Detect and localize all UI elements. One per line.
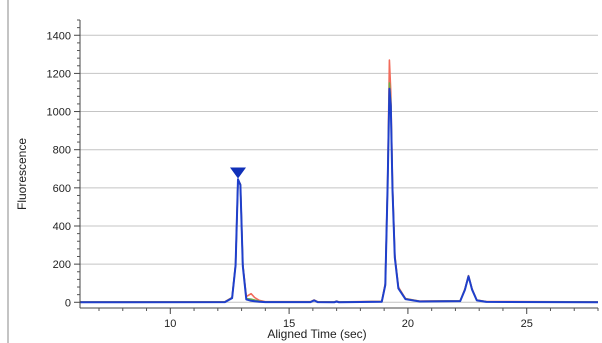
y-tick-label-7: 1400: [47, 30, 71, 42]
y-tick-label-4: 800: [53, 145, 71, 157]
y-tick-label-6: 1200: [47, 68, 71, 80]
y-axis-title: Fluorescence: [15, 138, 29, 210]
y-tick-label-2: 400: [53, 221, 71, 233]
x-tick-label-2: 20: [402, 318, 414, 330]
x-axis-title: Aligned Time (sec): [267, 327, 366, 341]
x-tick-label-1: 15: [283, 318, 295, 330]
y-tick-label-3: 600: [53, 183, 71, 195]
axes: [79, 20, 598, 309]
series-line-2: [79, 87, 599, 304]
peak-marker-triangle-0[interactable]: [230, 167, 247, 179]
series-layer: [79, 59, 599, 304]
x-axis-ticks: 10 15 20 25: [98, 308, 599, 330]
y-tick-label-5: 1000: [47, 107, 71, 119]
x-tick-label-3: 25: [521, 318, 533, 330]
x-tick-label-0: 10: [164, 318, 176, 330]
peak-markers: [230, 167, 247, 179]
y-tick-label-1: 200: [53, 259, 71, 271]
y-axis-ticks: 0 200 400 600 800 1000 1200 1400: [47, 19, 80, 309]
y-tick-label-0: 0: [65, 297, 71, 309]
